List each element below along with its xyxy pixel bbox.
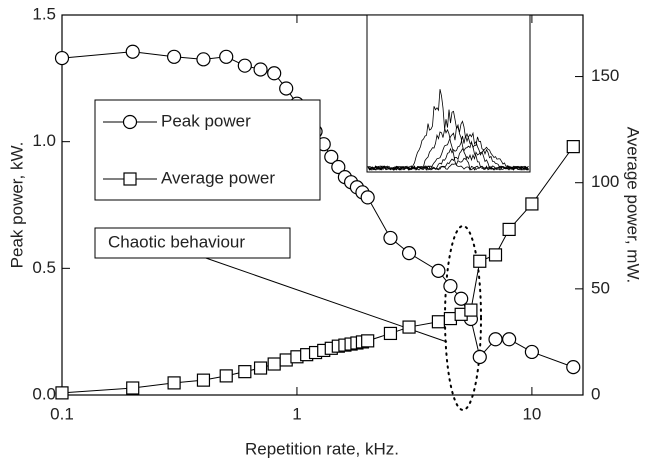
x-tick-label: 10 <box>522 404 541 423</box>
marker-square <box>167 376 181 390</box>
y2-tick-label: 100 <box>591 172 619 191</box>
marker-square <box>238 365 252 379</box>
plot-frame <box>61 14 584 396</box>
marker-square <box>502 222 516 237</box>
marker-square <box>253 361 268 375</box>
marker-circle <box>488 332 503 347</box>
y2-tick-label: 50 <box>591 278 610 297</box>
marker-square <box>196 373 211 387</box>
marker-circle <box>383 230 398 246</box>
y-tick-label: 1.5 <box>32 4 56 23</box>
annotation: Chaotic behaviour <box>108 232 245 251</box>
inset-frame <box>366 14 531 173</box>
y-axis-label: Peak power, kW. <box>7 142 26 269</box>
y-tick-label: 1.0 <box>32 131 56 150</box>
marker-square <box>361 334 375 348</box>
y-tick-label: 0.5 <box>32 258 56 277</box>
marker-circle <box>125 44 140 59</box>
inset-trace <box>367 131 529 171</box>
marker-circle <box>253 62 268 77</box>
marker-square <box>402 320 416 334</box>
marker-circle <box>219 49 234 64</box>
y-tick-label: 0.0 <box>32 384 56 403</box>
marker-square <box>55 386 69 400</box>
marker-circle <box>566 360 581 375</box>
legend: Peak power Average power <box>94 99 321 201</box>
chaos-ellipse <box>444 225 482 411</box>
marker-square <box>383 326 398 341</box>
x-tick-label: 0.1 <box>50 404 74 423</box>
marker-circle <box>360 190 375 205</box>
marker-square <box>566 140 580 154</box>
y2-tick-label: 150 <box>591 66 619 85</box>
x-axis-label: Repetition rate, kHz. <box>245 439 399 458</box>
legend-label: Average power <box>161 168 275 187</box>
marker-square <box>126 381 140 395</box>
marker-square <box>267 357 281 371</box>
marker-square <box>473 254 487 268</box>
marker-square <box>464 303 478 317</box>
y2-axis-label: Average power, mW. <box>624 127 643 284</box>
inset-trace <box>367 146 529 171</box>
inset-spectrum <box>366 14 531 173</box>
marker-circle <box>331 159 346 175</box>
marker-circle <box>524 344 540 360</box>
marker-circle <box>237 58 252 73</box>
marker-square <box>488 248 503 262</box>
marker-square <box>219 369 233 383</box>
marker-circle <box>401 246 417 261</box>
marker-square <box>123 172 137 186</box>
marker-circle <box>454 291 469 306</box>
marker-circle <box>472 349 487 365</box>
marker-circle <box>324 149 339 164</box>
marker-circle <box>122 114 138 130</box>
marker-circle <box>54 50 70 66</box>
y2-tick-label: 0 <box>591 384 600 403</box>
x-tick-label: 1 <box>292 404 301 423</box>
marker-circle <box>431 263 446 278</box>
marker-circle <box>443 278 458 294</box>
marker-circle <box>279 81 294 96</box>
marker-circle <box>196 52 211 67</box>
marker-circle <box>267 66 282 81</box>
marker-square <box>431 315 446 329</box>
annotation-box <box>94 227 291 259</box>
marker-square <box>525 197 539 211</box>
marker-circle <box>502 332 517 347</box>
marker-circle <box>167 49 182 64</box>
legend-label: Peak power <box>161 111 251 130</box>
